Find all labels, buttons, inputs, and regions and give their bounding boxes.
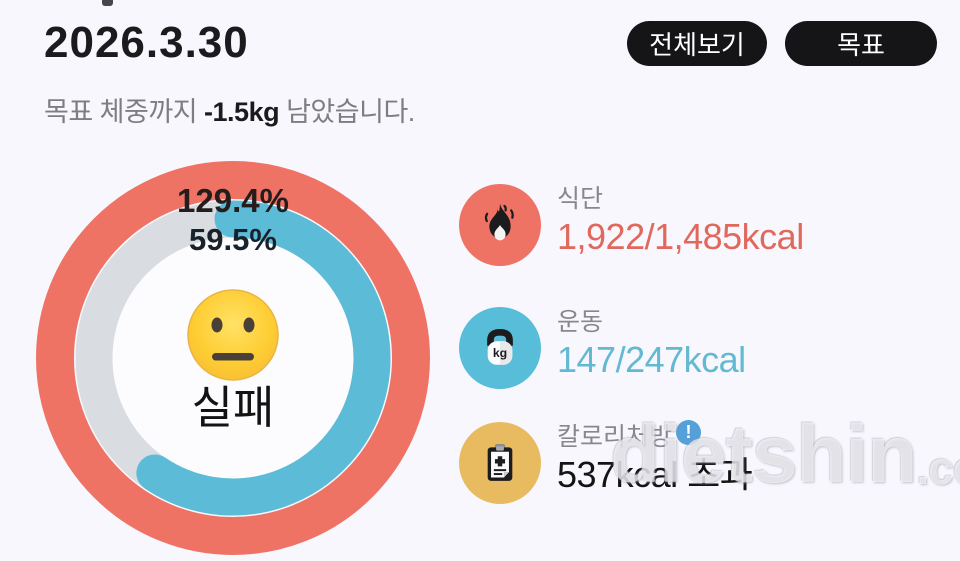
progress-donut-chart: 129.4% 59.5% 실패	[36, 161, 430, 555]
svg-text:kg: kg	[493, 346, 507, 360]
goal-weight-delta: -1.5kg	[204, 97, 280, 127]
diet-label: 식단	[557, 184, 804, 214]
neutral-face-emoji	[187, 289, 279, 381]
diet-label-text: 식단	[557, 185, 604, 213]
emoji-left-eye	[211, 317, 223, 333]
diet-calories-value: 1,922/1,485kcal	[557, 216, 804, 257]
emoji-right-eye	[243, 317, 255, 333]
goal-text-prefix: 목표 체중까지	[44, 97, 205, 127]
stat-row-exercise: kg 운동 147/247kcal	[459, 307, 746, 389]
exercise-label: 운동	[557, 307, 746, 337]
clipboard-icon	[459, 422, 541, 504]
diet-ring	[36, 161, 430, 555]
inner-percent-label: 59.5%	[189, 222, 277, 257]
stat-row-prescription: 칼로리처방 ! 537kcal 초과	[459, 420, 753, 504]
goal-button[interactable]: 목표	[785, 21, 937, 66]
view-all-button[interactable]: 전체보기	[627, 21, 767, 66]
prescription-label: 칼로리처방 !	[557, 420, 752, 452]
stat-row-diet: 식단 1,922/1,485kcal	[459, 184, 804, 266]
flame-icon	[459, 184, 541, 266]
exercise-arc	[136, 200, 391, 516]
emoji-mouth	[212, 353, 254, 361]
kettlebell-icon: kg	[459, 307, 541, 389]
cropped-element-fragment	[102, 0, 113, 6]
exercise-calories-value: 147/247kcal	[557, 339, 746, 380]
prescription-excess-value: 537kcal 초과	[557, 454, 753, 495]
watermark-suffix: .com	[916, 442, 960, 494]
page-date: 2026.3.30	[44, 18, 249, 67]
prescription-label-text: 칼로리처방	[557, 423, 673, 451]
exercise-label-text: 운동	[557, 308, 604, 336]
header-buttons: 전체보기 목표	[627, 21, 937, 66]
status-label: 실패	[192, 382, 275, 433]
donut-chart-svg: 129.4% 59.5% 실패	[36, 161, 430, 555]
goal-weight-remaining-text: 목표 체중까지 -1.5kg 남았습니다.	[44, 90, 415, 129]
goal-text-suffix: 남았습니다.	[279, 97, 415, 127]
outer-percent-label: 129.4%	[177, 182, 289, 219]
info-icon[interactable]: !	[676, 420, 702, 445]
